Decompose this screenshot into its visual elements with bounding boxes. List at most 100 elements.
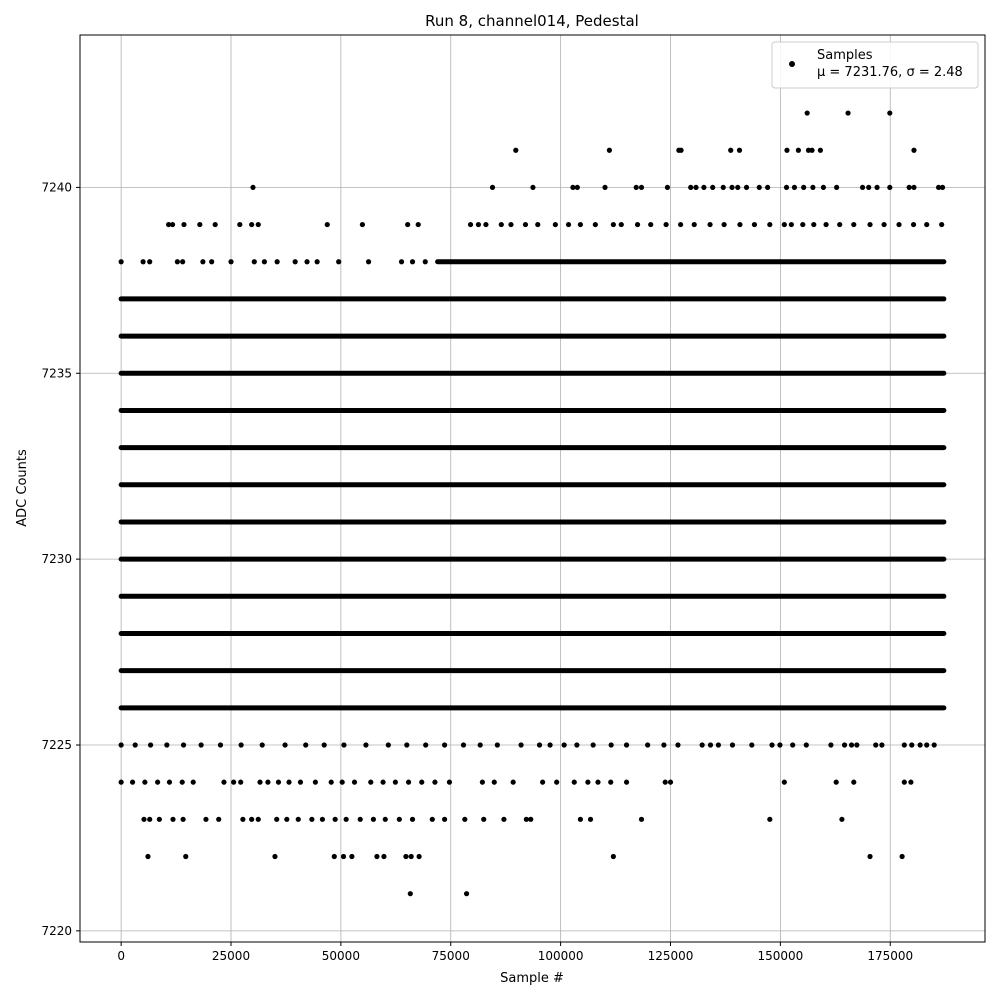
scatter-point [217,742,224,748]
scatter-point [249,221,255,228]
scatter-point [118,259,124,265]
scatter-point [800,221,806,228]
scatter-point [874,184,880,191]
x-tick-label: 100000 [538,949,584,963]
scatter-point [595,779,601,785]
scatter-point [180,816,186,822]
scatter-point [911,184,917,191]
scatter-point [721,221,727,228]
scatter-point [221,779,227,785]
scatter-point [909,742,915,748]
legend-series-name: Samples [817,48,873,63]
scatter-point [164,742,170,748]
scatter-point [823,221,829,228]
scatter-point [336,259,342,265]
scatter-point [839,816,845,822]
scatter-point [170,816,176,822]
scatter-point [212,221,218,228]
scatter-point [707,742,714,748]
scatter-point [523,816,529,822]
scatter-point [729,184,735,191]
scatter-point [481,816,487,822]
scatter-point [275,779,282,785]
scatter-point [442,742,448,748]
x-axis-label: Sample # [500,971,564,986]
scatter-point [735,184,741,191]
legend-box [771,41,979,89]
scatter-point [710,184,716,191]
scatter-point [804,110,810,116]
scatter-point [910,221,917,228]
scatter-point [419,779,425,785]
scatter-point [866,184,872,191]
scatter-point [664,184,671,191]
scatter-point [374,853,380,860]
scatter-point [209,259,215,265]
scatter-point [190,779,196,785]
scatter-point [240,816,246,822]
scatter-point [403,853,409,860]
scatter-point [803,742,809,748]
scatter-point [169,221,176,228]
y-axis-label: ADC Counts [15,449,30,527]
scatter-point [181,221,187,228]
scatter-point [811,221,817,228]
scatter-point [917,742,923,748]
scatter-point [284,816,290,822]
scatter-point [467,221,474,228]
scatter-point [272,853,278,860]
scatter-point [174,259,180,265]
scatter-point [274,816,280,822]
scatter-point [820,184,827,191]
scatter-point [180,259,186,265]
scatter-point [415,221,421,228]
scatter-point [570,184,576,191]
scatter-point [491,779,497,785]
scatter-point [489,184,496,191]
scatter-point [303,742,309,748]
x-tick-label: 25000 [212,949,250,963]
scatter-point [203,816,209,822]
scatter-point [479,779,485,785]
scatter-point [510,779,516,785]
scatter-point [906,184,912,191]
scatter-point [859,184,866,191]
plot-frame [79,34,986,943]
scatter-point [795,147,801,153]
scatter-point [349,853,355,860]
scatter-point [845,110,851,116]
scatter-point [522,221,529,228]
scatter-point [602,184,608,191]
scatter-point [590,742,596,748]
scatter-point [536,742,543,748]
scatter-point [405,221,411,228]
scatter-point [565,221,572,228]
scatter-point [147,259,153,265]
scatter-point [939,221,945,228]
scatter-point [691,221,697,228]
scatter-point [571,779,577,785]
scatter-point [363,742,369,748]
x-tick-label: 50000 [322,949,360,963]
scatter-point [924,221,930,228]
x-tick-label: 75000 [432,949,470,963]
scatter-point [781,779,787,785]
scatter-point [530,184,536,191]
scatter-point [237,221,243,228]
scatter-point [737,221,743,228]
scatter-point [781,221,787,228]
legend: Samples μ = 7231.76, σ = 2.48 [771,41,979,89]
scatter-point [587,816,594,822]
scatter-point [198,742,204,748]
scatter-point [197,221,203,228]
scatter-point [867,221,873,228]
scatter-point [851,221,857,228]
scatter-point [535,221,541,228]
scatter-point [257,779,263,785]
scatter-point [540,779,546,785]
scatter-point [422,259,428,265]
scatter-point [777,742,783,748]
scatter-point [250,184,256,191]
scatter-point [729,742,736,748]
